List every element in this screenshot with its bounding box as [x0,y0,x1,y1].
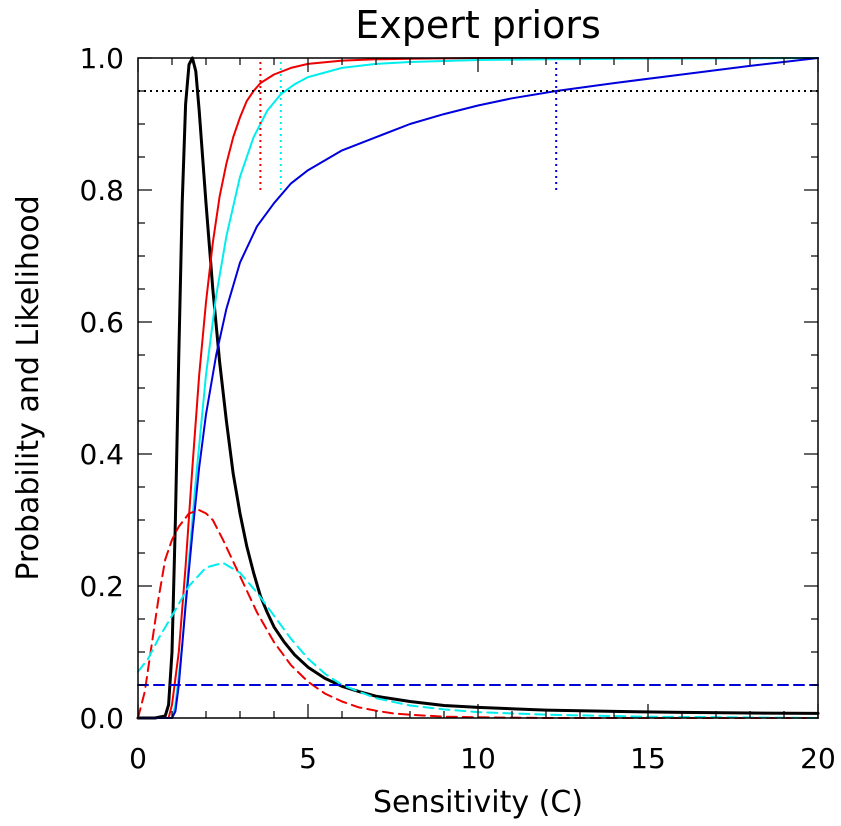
series-line-4 [137,509,819,719]
x-tick-label: 20 [800,742,836,775]
chart-title: Expert priors [355,3,601,47]
series-layer [136,56,820,720]
y-tick-label: 1.0 [79,42,124,75]
x-tick-label: 10 [460,742,496,775]
series-line-5 [137,561,819,719]
axis-ticks: 0 5 10 15 20 0.0 0.2 0.4 0.6 0.8 1.0 [79,42,835,775]
series-line-2 [137,57,819,719]
plot-frame [137,57,819,719]
y-tick-label: 0.2 [79,570,124,603]
x-axis-label: Sensitivity (C) [373,785,583,820]
y-tick-label: 0.0 [79,702,124,735]
y-tick-label: 0.8 [79,174,124,207]
x-tick-label: 15 [630,742,666,775]
y-axis-label: Probability and Likelihood [11,195,46,580]
series-line-0 [136,56,820,720]
x-tick-label: 0 [129,742,147,775]
reference-lines [138,58,818,190]
y-tick-label: 0.6 [79,306,124,339]
series-line-1 [137,57,819,719]
y-tick-label: 0.4 [79,438,124,471]
x-tick-label: 5 [299,742,317,775]
series-line-3 [137,57,819,719]
